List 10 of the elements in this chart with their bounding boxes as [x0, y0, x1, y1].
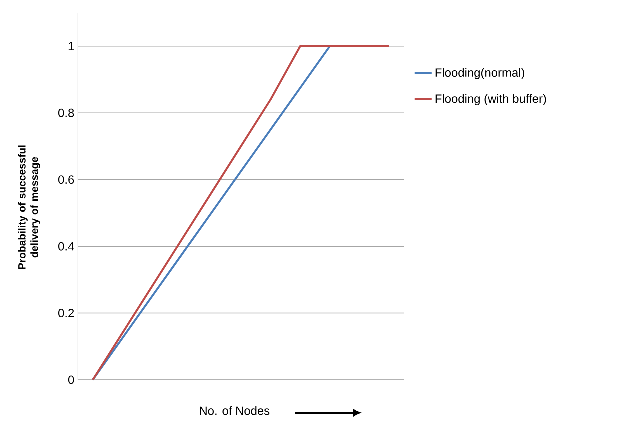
y-tick-label: 0 — [68, 376, 74, 384]
x-axis-title: No. of Nodes — [200, 406, 270, 416]
y-tick-label: 1 — [68, 42, 74, 50]
y-axis-title: Probability of successful delivery of message — [18, 146, 40, 270]
y-tick-label: 0.2 — [58, 309, 74, 318]
y-tick-label: 0.6 — [58, 176, 74, 184]
y-tick-label: 0.4 — [58, 242, 74, 251]
legend-label: Flooding(normal) — [436, 68, 524, 80]
legend-label: Flooding (with buffer) — [436, 94, 546, 106]
y-tick-label: 0.8 — [58, 108, 74, 118]
